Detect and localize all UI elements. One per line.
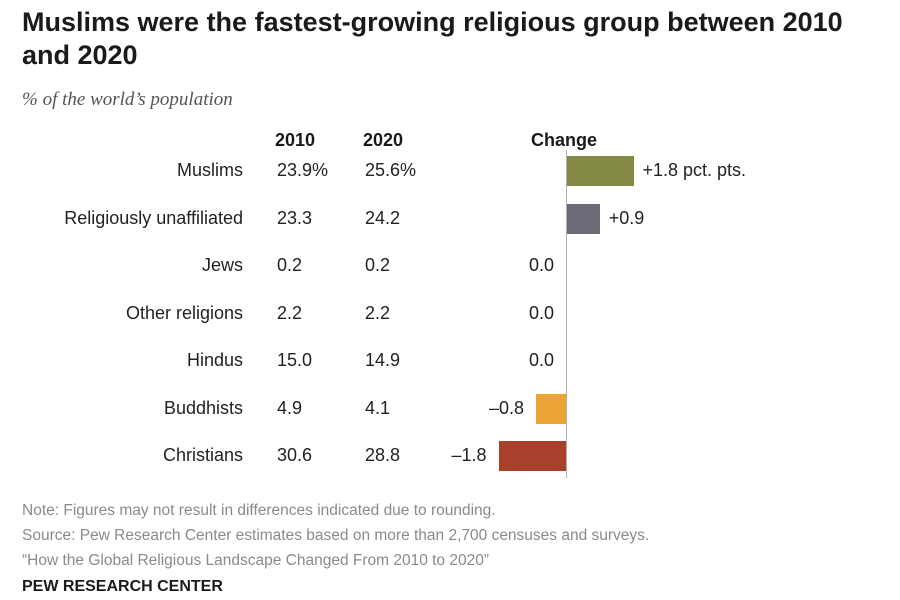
change-label: 0.0 xyxy=(528,255,554,275)
footnotes: Note: Figures may not result in differen… xyxy=(22,498,649,573)
change-label: +0.9 xyxy=(608,207,645,228)
change-label: +1.8 pct. pts. xyxy=(642,160,747,180)
value-2020: 24.2 xyxy=(365,207,401,228)
category-label: Muslims xyxy=(177,160,243,180)
change-bar xyxy=(536,393,566,424)
value-2010: 23.9% xyxy=(277,160,329,180)
chart-row: Hindus 15.0 14.9 0.0 xyxy=(0,346,900,376)
column-header-change: Change xyxy=(531,130,598,150)
value-2010: 0.2 xyxy=(277,255,303,275)
note-text: Note: Figures may not result in differen… xyxy=(22,502,496,519)
chart-row: Religiously unaffiliated 23.3 24.2 +0.9 xyxy=(0,203,900,234)
category-label: Christians xyxy=(162,445,243,465)
chart-row: Jews 0.2 0.2 0.0 xyxy=(0,251,900,281)
category-label: Religiously unaffiliated xyxy=(64,207,243,228)
change-label: –0.8 xyxy=(488,397,524,418)
source-text: Source: Pew Research Center estimates ba… xyxy=(22,527,650,544)
brand-logo-text: PEW RESEARCH CENTER xyxy=(22,578,223,595)
column-header-2010: 2010 xyxy=(275,130,316,150)
change-label: 0.0 xyxy=(528,350,554,370)
change-label: 0.0 xyxy=(528,302,554,323)
change-label: –1.8 xyxy=(451,445,487,465)
value-2010: 23.3 xyxy=(277,207,313,228)
value-2020: 14.9 xyxy=(365,350,401,370)
value-2010: 15.0 xyxy=(277,350,313,370)
chart-row: Buddhists 4.9 4.1 –0.8 xyxy=(0,393,900,424)
chart-subtitle: % of the world’s population xyxy=(22,89,233,110)
change-bar xyxy=(566,156,634,186)
category-label: Jews xyxy=(201,255,243,275)
zero-axis-line xyxy=(566,150,567,478)
value-2020: 4.1 xyxy=(365,397,391,418)
value-2010: 4.9 xyxy=(277,397,303,418)
category-label: Buddhists xyxy=(163,397,243,418)
value-2020: 2.2 xyxy=(365,302,391,323)
report-title-text: “How the Global Religious Landscape Chan… xyxy=(22,552,490,569)
value-2020: 0.2 xyxy=(365,255,391,275)
chart-row: Muslims 23.9% 25.6% +1.8 pct. pts. xyxy=(0,156,900,186)
chart-row: Christians 30.6 28.8 –1.8 xyxy=(0,441,900,471)
category-label: Hindus xyxy=(186,350,243,370)
column-header-2020: 2020 xyxy=(363,130,404,150)
chart-title: Muslims were the fastest-growing religio… xyxy=(22,7,843,70)
category-label: Other religions xyxy=(125,302,243,323)
chart-row: Other religions 2.2 2.2 0.0 xyxy=(0,299,900,329)
value-2020: 28.8 xyxy=(365,445,401,465)
change-bar xyxy=(498,441,566,471)
change-bar xyxy=(566,203,600,234)
value-2020: 25.6% xyxy=(365,160,417,180)
value-2010: 30.6 xyxy=(277,445,313,465)
value-2010: 2.2 xyxy=(277,302,303,323)
